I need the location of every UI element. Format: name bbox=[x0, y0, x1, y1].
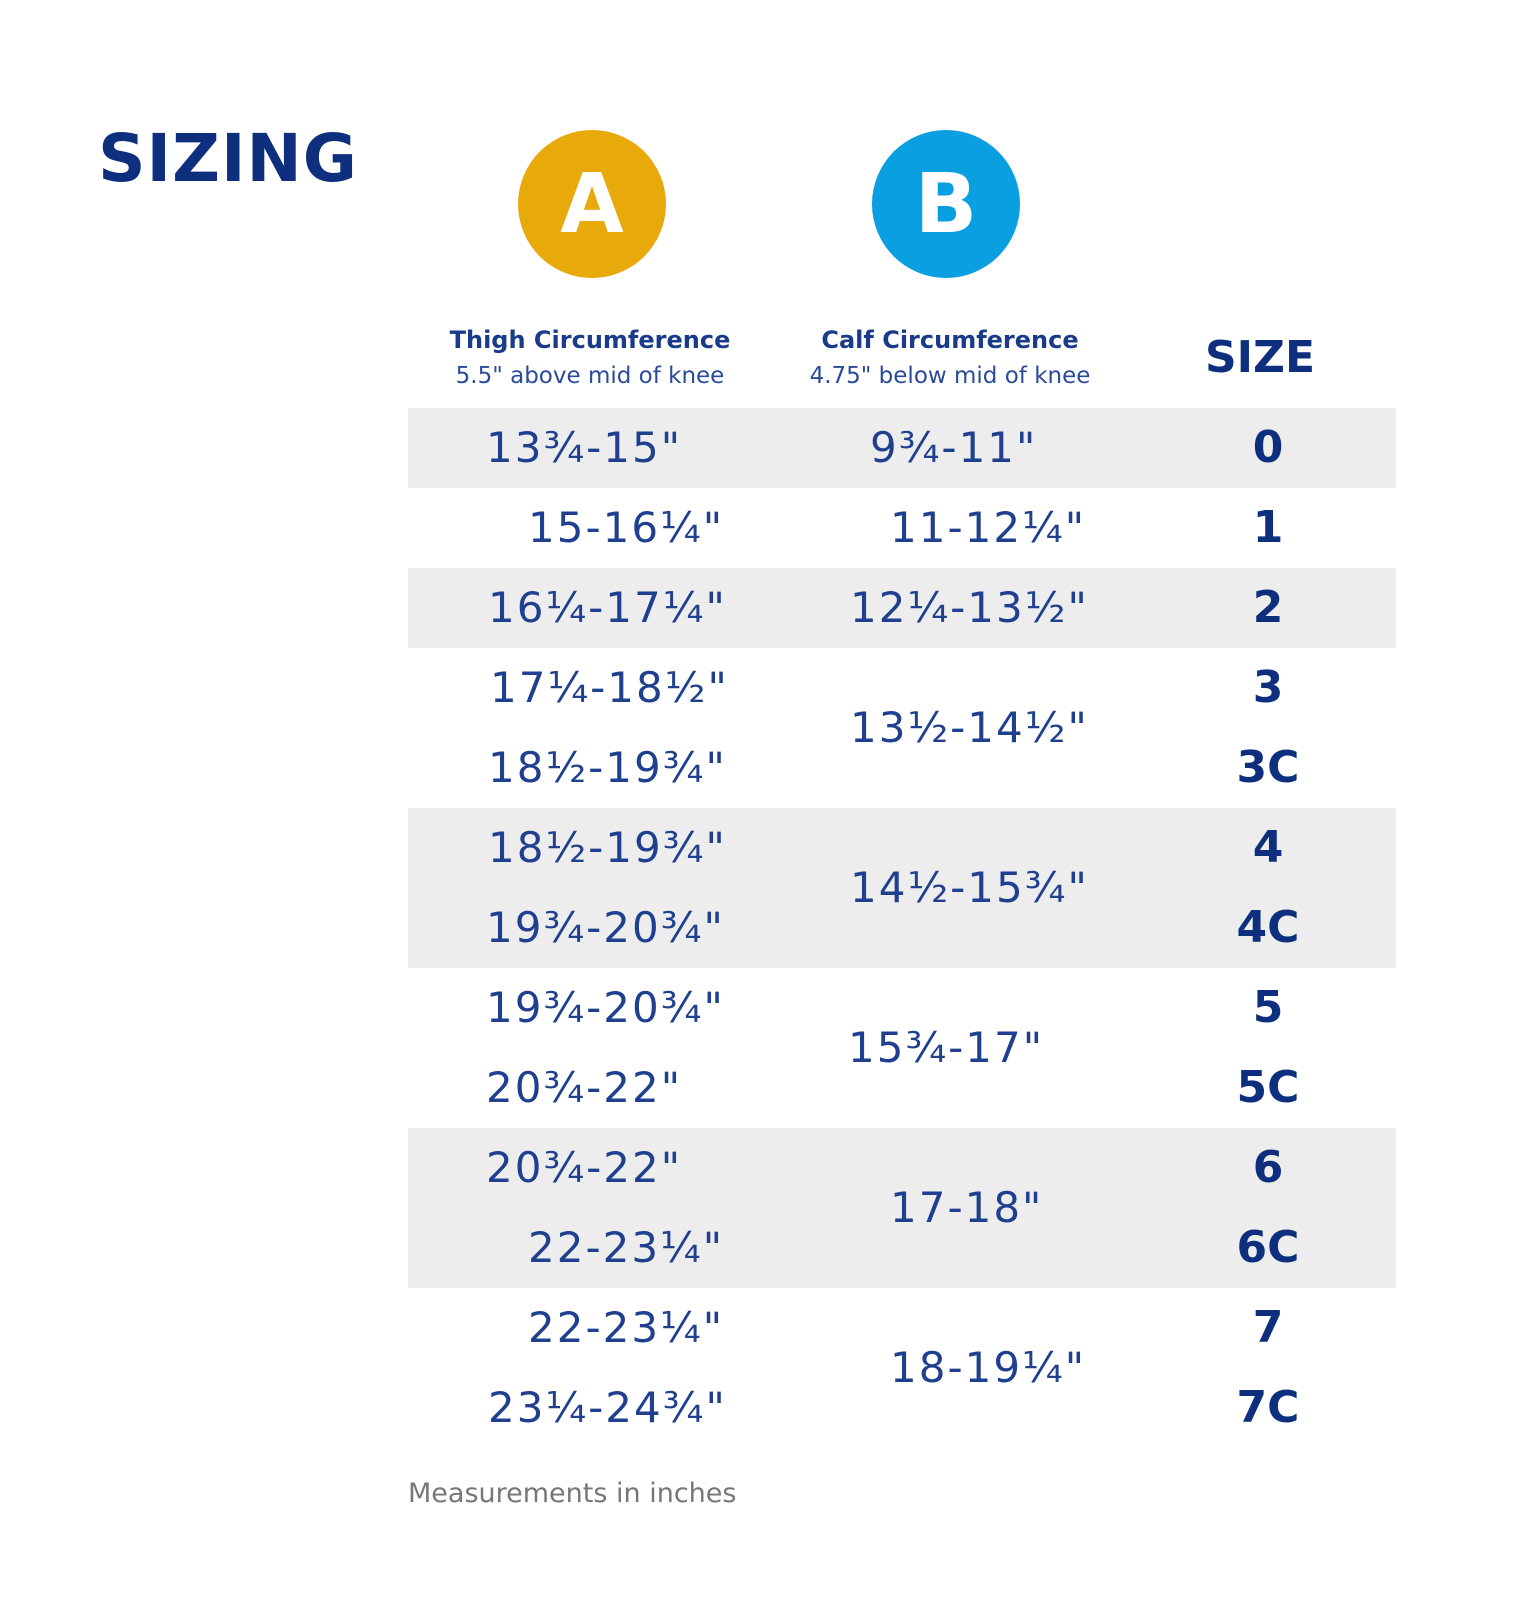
calf-value: 9¾-11" bbox=[870, 423, 1038, 472]
thigh-value: 23¼-24¾" bbox=[488, 1383, 727, 1432]
calf-value: 14½-15¾" bbox=[850, 863, 1089, 912]
thigh-header-subtitle: 5.5" above mid of knee bbox=[455, 363, 725, 389]
thigh-value: 22-23¼" bbox=[528, 1223, 725, 1272]
size-value: 7 bbox=[1252, 1302, 1284, 1353]
page-title: SIZING bbox=[98, 120, 358, 197]
size-value: 6C bbox=[1236, 1222, 1300, 1273]
calf-header-subtitle: 4.75" below mid of knee bbox=[809, 363, 1091, 389]
thigh-value: 19¾-20¾" bbox=[486, 983, 725, 1032]
calf-value: 18-19¼" bbox=[890, 1343, 1087, 1392]
badge-a-letter: A bbox=[560, 156, 624, 252]
calf-value: 12¼-13½" bbox=[850, 583, 1089, 632]
thigh-value: 18½-19¾" bbox=[488, 823, 727, 872]
thigh-value: 17¼-18½" bbox=[490, 663, 729, 712]
badge-a-icon: A bbox=[518, 130, 666, 278]
thigh-value: 20¾-22" bbox=[486, 1143, 683, 1192]
size-value: 3 bbox=[1252, 662, 1284, 713]
calf-value: 17-18" bbox=[890, 1183, 1044, 1232]
size-value: 1 bbox=[1252, 502, 1284, 553]
thigh-value: 22-23¼" bbox=[528, 1303, 725, 1352]
thigh-header-title: Thigh Circumference bbox=[449, 326, 731, 354]
footnote: Measurements in inches bbox=[408, 1478, 737, 1509]
size-value: 0 bbox=[1252, 422, 1284, 473]
calf-header-title: Calf Circumference bbox=[821, 326, 1079, 354]
calf-value: 15¾-17" bbox=[848, 1023, 1045, 1072]
size-value: 4 bbox=[1252, 822, 1284, 873]
thigh-value: 20¾-22" bbox=[486, 1063, 683, 1112]
badge-b-letter: B bbox=[914, 156, 978, 252]
badge-b-icon: B bbox=[872, 130, 1020, 278]
row-band bbox=[408, 808, 1396, 968]
size-header: SIZE bbox=[1204, 332, 1316, 383]
size-value: 2 bbox=[1252, 582, 1284, 633]
size-value: 5 bbox=[1252, 982, 1284, 1033]
thigh-value: 19¾-20¾" bbox=[486, 903, 725, 952]
thigh-header: Thigh Circumference 5.5" above mid of kn… bbox=[410, 322, 770, 394]
size-value: 6 bbox=[1252, 1142, 1284, 1193]
thigh-value: 18½-19¾" bbox=[488, 743, 727, 792]
size-value: 4C bbox=[1236, 902, 1300, 953]
row-band bbox=[408, 408, 1396, 488]
thigh-value: 16¼-17¼" bbox=[488, 583, 727, 632]
size-value: 5C bbox=[1236, 1062, 1300, 1113]
calf-value: 11-12¼" bbox=[890, 503, 1087, 552]
calf-header: Calf Circumference 4.75" below mid of kn… bbox=[770, 322, 1130, 394]
size-value: 3C bbox=[1236, 742, 1300, 793]
size-value: 7C bbox=[1236, 1382, 1300, 1433]
thigh-value: 13¾-15" bbox=[486, 423, 683, 472]
row-band bbox=[408, 1128, 1396, 1288]
calf-value: 13½-14½" bbox=[850, 703, 1089, 752]
thigh-value: 15-16¼" bbox=[528, 503, 725, 552]
row-band bbox=[408, 568, 1396, 648]
